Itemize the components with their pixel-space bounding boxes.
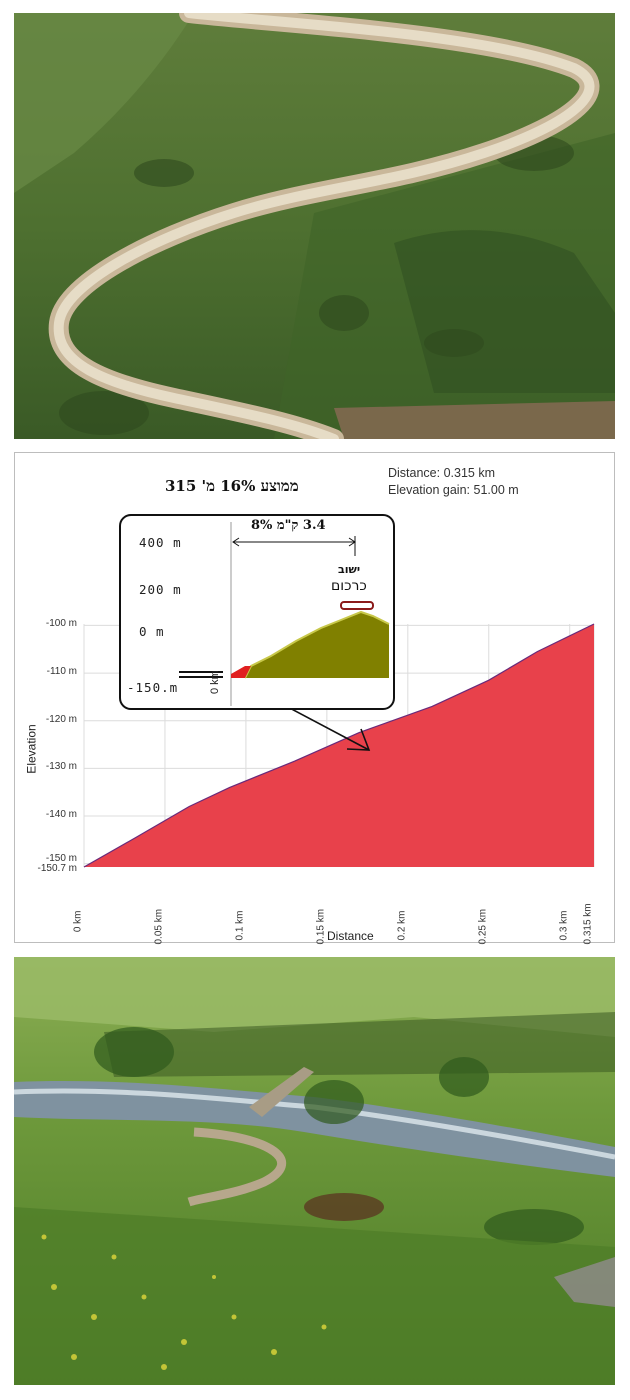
y-tick-label: -130 m <box>45 761 77 773</box>
gain-value: 51.00 m <box>473 483 519 497</box>
inset-profile-area <box>245 612 389 678</box>
inset-ytick-min: -150.m <box>127 680 179 695</box>
stats-box: Distance: 0.315 km Elevation gain: 51.00… <box>388 465 519 499</box>
river-valley-photo <box>14 957 615 1385</box>
inset-ytick-400: 400 m <box>139 535 182 550</box>
inset-place-line1: ישוב <box>338 563 361 576</box>
y-axis-title: Elevation <box>24 724 39 774</box>
elevation-profile-panel: ממוצע 16% מ' 315 Distance: 0.315 km Elev… <box>14 452 615 945</box>
x-tick-label: 0.315 km <box>582 903 594 945</box>
y-tick-label: -120 m <box>45 713 77 725</box>
x-tick-label: 0.15 km <box>315 908 327 945</box>
distance-label: Distance: <box>388 466 441 480</box>
y-tick-label: -150 m <box>45 852 77 864</box>
x-tick-label: 0.2 km <box>396 910 408 941</box>
inset-place-line2: כרכום <box>331 578 367 594</box>
photo-winding-road <box>14 13 615 439</box>
x-tick-label: 0 km <box>72 910 84 933</box>
elevation-area <box>84 624 594 867</box>
x-tick-label: 0.3 km <box>558 910 570 941</box>
bridge <box>249 1067 314 1117</box>
inset-start-segment <box>231 666 251 678</box>
x-axis-title: Distance <box>327 929 374 943</box>
elevation-line <box>83 623 595 868</box>
x-tick-label: 0.05 km <box>153 908 165 945</box>
inset-dash-marks <box>179 671 223 678</box>
inset-xlabel: 0 km <box>209 670 221 694</box>
gain-label: Elevation gain: <box>388 483 471 497</box>
y-tick-label: -100 m <box>45 618 77 630</box>
inset-chart <box>179 522 390 706</box>
x-tick-label: 0.25 km <box>477 908 489 945</box>
inset-profile-line <box>244 610 390 679</box>
distance-value: 0.315 km <box>443 466 496 480</box>
road-hillside-photo <box>14 13 615 439</box>
chart-title: ממוצע 16% מ' 315 <box>165 477 299 495</box>
inset-ytick-0: 0 m <box>139 624 165 639</box>
inset-place-marker <box>340 601 374 610</box>
photo-river-valley <box>14 957 615 1385</box>
distance-stat: Distance: 0.315 km <box>388 465 519 482</box>
y-tick-label: -140 m <box>45 809 77 821</box>
y-tick-label: -150.7 m <box>37 863 77 874</box>
gain-stat: Elevation gain: 51.00 m <box>388 482 519 499</box>
y-tick-label: -110 m <box>46 666 77 678</box>
inset-span-arrow-left <box>232 537 240 547</box>
inset-ytick-200: 200 m <box>139 582 182 597</box>
elevation-chart <box>83 623 595 868</box>
route-inset: 400 m 200 m 0 m -150.m 0 km 3.4 ק"מ 8% י… <box>119 514 395 710</box>
arrow-head <box>346 728 371 751</box>
inset-span-label: 3.4 ק"מ 8% <box>251 518 326 533</box>
x-tick-label: 0.1 km <box>234 910 246 941</box>
